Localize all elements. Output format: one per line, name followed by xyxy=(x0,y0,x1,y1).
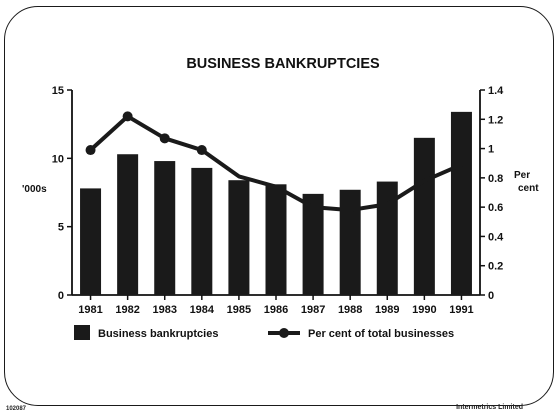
percent-line xyxy=(88,114,464,213)
x-tick-label: 1987 xyxy=(301,304,325,316)
bar xyxy=(154,161,176,295)
x-tick-label: 1986 xyxy=(264,304,288,316)
right-tick-label: 0.6 xyxy=(488,202,503,214)
footer-credit: Intermetrics Limited xyxy=(456,404,523,411)
left-tick-label: 10 xyxy=(52,153,64,165)
footer-code: 102087 xyxy=(6,406,27,412)
right-tick-label: 0.2 xyxy=(488,261,503,273)
legend-line-label: Per cent of total businesses xyxy=(308,328,454,340)
bar xyxy=(117,154,139,295)
legend-line-marker xyxy=(279,328,289,338)
chart-frame xyxy=(4,6,554,406)
bar xyxy=(450,111,472,295)
x-tick-label: 1981 xyxy=(78,304,102,316)
right-tick-label: 1 xyxy=(488,144,494,156)
x-tick-label: 1989 xyxy=(375,304,399,316)
right-tick-label: 0 xyxy=(488,290,494,302)
percent-point xyxy=(122,111,133,122)
bar xyxy=(228,180,250,295)
x-tick-label: 1990 xyxy=(412,304,436,316)
bar xyxy=(191,167,213,295)
percent-point xyxy=(159,133,170,144)
right-axis-label-line2: cent xyxy=(518,183,539,194)
x-tick-label: 1982 xyxy=(115,304,139,316)
right-tick-label: 0.8 xyxy=(488,173,503,185)
legend-bar-label: Business bankruptcies xyxy=(98,328,218,340)
left-axis-label: '000s xyxy=(22,184,47,195)
right-tick-label: 1.2 xyxy=(488,114,503,126)
left-tick-label: 5 xyxy=(58,222,64,234)
bar xyxy=(376,181,398,295)
bar xyxy=(302,193,324,295)
bar xyxy=(413,137,435,295)
right-tick-label: 0.4 xyxy=(488,231,504,243)
percent-point xyxy=(196,145,207,156)
left-tick-label: 0 xyxy=(58,290,64,302)
x-tick-label: 1991 xyxy=(449,304,473,316)
bar xyxy=(80,188,102,295)
chart-title: BUSINESS BANKRUPTCIES xyxy=(186,56,380,72)
right-tick-label: 1.4 xyxy=(488,85,504,97)
x-tick-label: 1984 xyxy=(190,304,215,316)
right-axis-label-line1: Per xyxy=(514,170,530,181)
percent-point xyxy=(85,145,96,156)
left-tick-label: 15 xyxy=(52,85,64,97)
bar xyxy=(265,184,287,295)
bar xyxy=(339,189,361,295)
legend-bar-swatch xyxy=(74,325,90,340)
x-tick-label: 1985 xyxy=(227,304,251,316)
x-tick-label: 1983 xyxy=(152,304,176,316)
x-tick-label: 1988 xyxy=(338,304,362,316)
